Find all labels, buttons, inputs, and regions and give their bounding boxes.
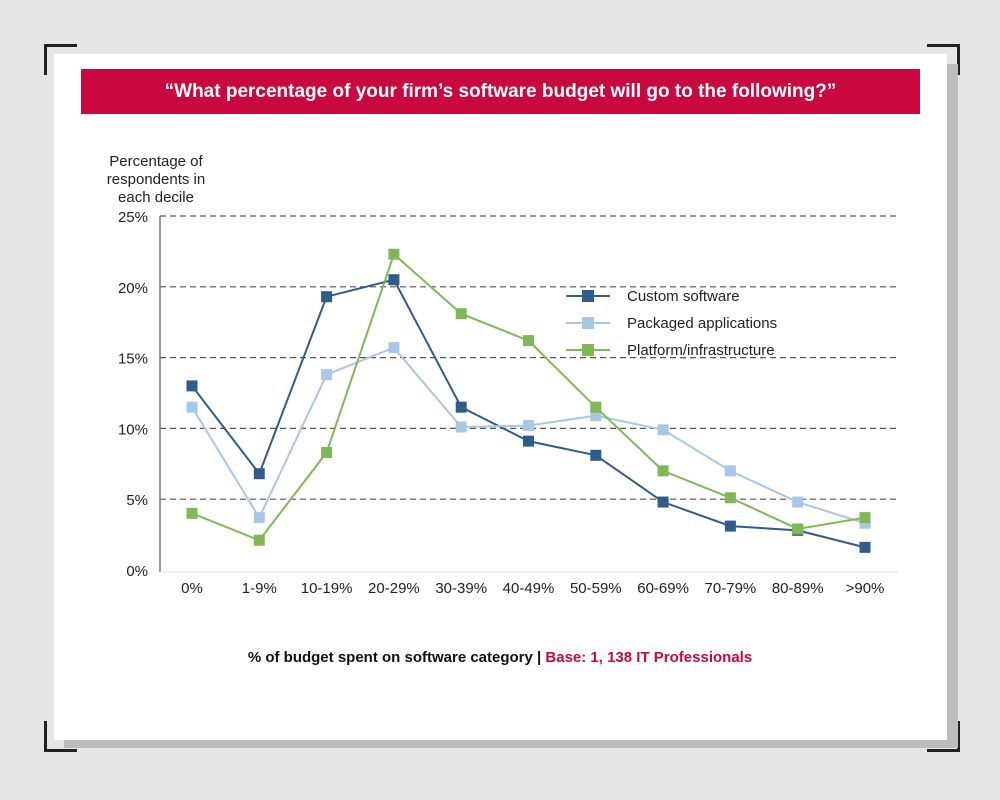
data-point [388,342,400,354]
x-tick-label: 1-9% [242,580,277,597]
corner-mark-bottom-left [44,721,77,752]
x-tick-label: 60-69% [637,580,689,597]
data-point [792,523,804,535]
xaxis-caption: % of budget spent on software category | [247,649,542,666]
data-point [724,492,736,504]
data-point [321,291,333,303]
data-point [724,520,736,532]
data-point [859,541,871,553]
series-line [191,252,866,542]
data-point [657,496,669,508]
x-tick-label: 10-19% [301,580,353,597]
data-point [724,465,736,477]
y-tick-label: 15% [118,351,148,368]
data-point [859,512,871,524]
legend-swatch-marker [582,290,594,302]
data-point [455,308,467,320]
data-point [590,401,602,413]
base-note: Base: 1, 138 IT Professionals [545,649,753,666]
legend-label: Platform/infrastructure [627,342,775,359]
y-tick-label: 20% [118,280,148,297]
x-tick-label: 30-39% [435,580,487,597]
y-axis-label: each decile [118,189,194,206]
data-point [388,274,400,286]
x-tick-label: 70-79% [705,580,757,597]
data-point [321,446,333,458]
y-tick-label: 0% [126,563,148,580]
y-tick-label: 25% [118,209,148,226]
data-point [590,410,602,422]
legend-swatch-marker [582,317,594,329]
x-tick-label: 20-29% [368,580,420,597]
legend-label: Packaged applications [627,315,777,332]
data-point [859,517,871,529]
x-tick-label: 80-89% [772,580,824,597]
data-point [455,421,467,433]
y-tick-label: 10% [118,421,148,438]
y-axis-label: respondents in [107,171,205,188]
data-point [186,380,198,392]
legend-label: Custom software [627,288,740,305]
data-point [388,248,400,260]
data-point [253,512,265,524]
data-point [657,424,669,436]
chart-card [54,54,947,740]
corner-mark-top-left [44,44,77,75]
data-point [792,496,804,508]
data-point [590,449,602,461]
data-point [523,335,534,347]
y-tick-label: 5% [126,492,148,509]
data-point [321,369,333,381]
corner-mark-bottom-right [927,721,960,752]
x-tick-label: 0% [181,580,203,597]
data-point [253,534,265,546]
legend-swatch-marker [582,344,594,356]
data-point [455,401,467,413]
chart-footer: % of budget spent on software category |… [0,649,1000,666]
data-point [186,507,198,519]
data-point [186,401,198,413]
data-point [253,468,265,480]
data-point [523,420,534,432]
data-point [657,465,669,477]
x-tick-label: >90% [846,580,885,597]
corner-mark-top-right [927,44,960,75]
data-point [523,435,534,447]
x-tick-label: 40-49% [503,580,555,597]
x-tick-label: 50-59% [570,580,622,597]
chart-title-banner: “What percentage of your firm’s software… [81,69,920,114]
y-axis-label: Percentage of [109,153,203,170]
